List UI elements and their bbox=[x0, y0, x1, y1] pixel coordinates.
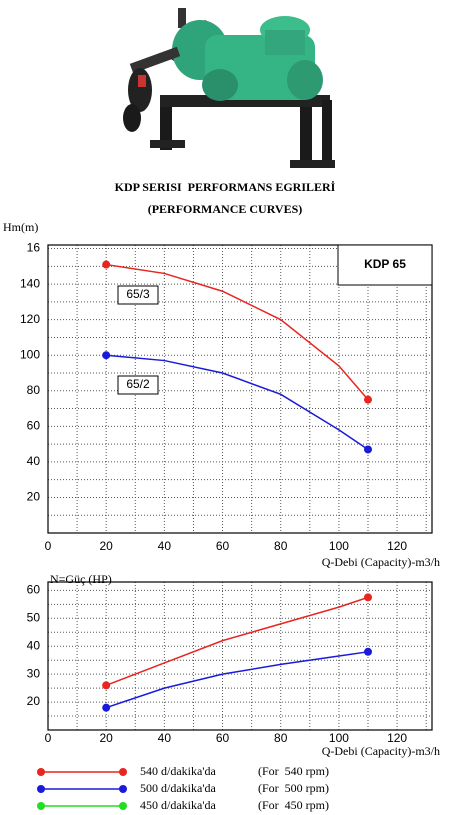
series-line bbox=[105, 596, 369, 687]
annotation-box bbox=[117, 375, 159, 395]
point bbox=[102, 260, 111, 269]
x-tick-label: 120 bbox=[387, 731, 407, 745]
y-tick-label: 120 bbox=[20, 312, 40, 326]
pump-image bbox=[123, 8, 335, 168]
subtitle: (PERFORMANCE CURVES) bbox=[148, 202, 303, 216]
point bbox=[364, 647, 372, 656]
legend-label: 540 d/dakika'da bbox=[140, 764, 216, 778]
legend-label-en: (For 500 rpm) bbox=[258, 781, 329, 795]
title: KDP SERISI PERFORMANS EGRILERİ bbox=[115, 180, 336, 194]
y-tick-label: 20 bbox=[27, 694, 41, 708]
point bbox=[364, 593, 372, 602]
series-line bbox=[106, 354, 369, 451]
y-tick-label: 40 bbox=[27, 638, 41, 652]
y-tick-label: 16 bbox=[27, 241, 41, 255]
x-tick-label: 80 bbox=[274, 731, 288, 745]
point bbox=[102, 681, 111, 690]
model-box bbox=[337, 244, 433, 286]
legend-dot bbox=[37, 802, 45, 810]
x-tick-label: 40 bbox=[158, 539, 172, 553]
series-line bbox=[105, 651, 369, 709]
y-tick-label: 140 bbox=[20, 276, 40, 290]
point bbox=[102, 351, 111, 360]
series-line bbox=[106, 263, 369, 401]
x-tick-label: 80 bbox=[274, 539, 288, 553]
plot-frame bbox=[47, 581, 433, 731]
y-tick-label: 40 bbox=[27, 454, 41, 468]
y-tick-label: 60 bbox=[27, 419, 41, 433]
legend-label: 500 d/dakika'da bbox=[140, 781, 216, 795]
y-tick-label: 100 bbox=[20, 347, 40, 361]
x-tick-label: 0 bbox=[45, 731, 52, 745]
y-tick-label: 30 bbox=[27, 666, 41, 680]
y-axis-label: Hm(m) bbox=[3, 220, 38, 234]
legend-label: 450 d/dakika'da bbox=[140, 798, 216, 812]
annotation: 65/2 bbox=[126, 377, 150, 391]
x-tick-label: 100 bbox=[329, 731, 349, 745]
model-label: KDP 65 bbox=[364, 257, 406, 271]
x-tick-label: 60 bbox=[216, 731, 230, 745]
annotation-box bbox=[117, 285, 159, 305]
legend-label-en: (For 450 rpm) bbox=[258, 798, 329, 812]
x-tick-label: 120 bbox=[387, 539, 407, 553]
point bbox=[102, 703, 111, 712]
legend-dot bbox=[37, 768, 45, 776]
x-axis-label: Q-Debi (Capacity)-m3/h bbox=[322, 555, 440, 569]
legend-label-en: (For 540 rpm) bbox=[258, 764, 329, 778]
annotation: 65/3 bbox=[126, 287, 150, 301]
y-tick-label: 20 bbox=[27, 490, 41, 504]
point bbox=[364, 395, 372, 404]
plot-frame bbox=[47, 244, 433, 534]
y-tick-label: 80 bbox=[27, 383, 41, 397]
point bbox=[364, 445, 372, 454]
y-tick-label: 60 bbox=[27, 583, 41, 597]
x-tick-label: 20 bbox=[100, 731, 114, 745]
x-tick-label: 100 bbox=[329, 539, 349, 553]
legend-dot bbox=[119, 785, 127, 793]
legend-dot bbox=[37, 785, 45, 793]
x-tick-label: 0 bbox=[45, 539, 52, 553]
x-tick-label: 60 bbox=[216, 539, 230, 553]
x-tick-label: 40 bbox=[158, 731, 172, 745]
y-tick-label: 50 bbox=[27, 610, 41, 624]
legend-dot bbox=[119, 768, 127, 776]
x-axis-label: Q-Debi (Capacity)-m3/h bbox=[322, 744, 440, 758]
legend-dot bbox=[119, 802, 127, 810]
y-axis-label: N=Güç (HP) bbox=[50, 572, 112, 586]
x-tick-label: 20 bbox=[100, 539, 114, 553]
